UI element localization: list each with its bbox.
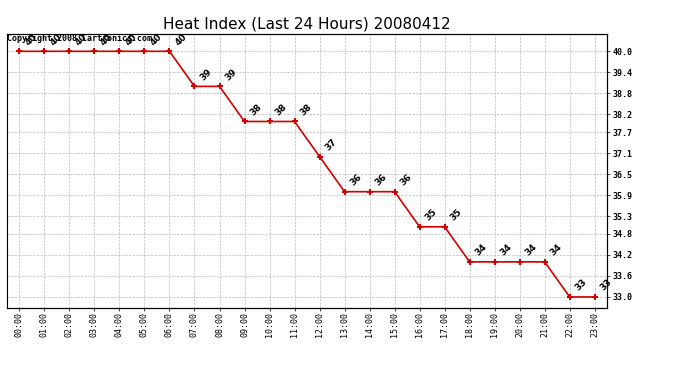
Text: 34: 34 xyxy=(549,242,564,258)
Text: 40: 40 xyxy=(148,32,164,47)
Text: 35: 35 xyxy=(424,207,439,223)
Text: 39: 39 xyxy=(224,67,239,82)
Text: Copyright 2008 Cartronics.com: Copyright 2008 Cartronics.com xyxy=(7,34,152,43)
Text: 39: 39 xyxy=(199,67,214,82)
Text: 40: 40 xyxy=(124,32,139,47)
Text: 36: 36 xyxy=(348,172,364,188)
Text: 35: 35 xyxy=(448,207,464,223)
Text: 34: 34 xyxy=(524,242,539,258)
Text: 37: 37 xyxy=(324,137,339,152)
Text: 40: 40 xyxy=(23,32,39,47)
Text: 36: 36 xyxy=(374,172,389,188)
Text: 38: 38 xyxy=(248,102,264,117)
Text: 38: 38 xyxy=(274,102,289,117)
Text: 40: 40 xyxy=(99,32,114,47)
Text: 38: 38 xyxy=(299,102,314,117)
Text: 40: 40 xyxy=(48,32,63,47)
Text: 36: 36 xyxy=(399,172,414,188)
Text: 40: 40 xyxy=(74,32,89,47)
Text: 34: 34 xyxy=(499,242,514,258)
Title: Heat Index (Last 24 Hours) 20080412: Heat Index (Last 24 Hours) 20080412 xyxy=(164,16,451,31)
Text: 40: 40 xyxy=(174,32,189,47)
Text: 33: 33 xyxy=(574,278,589,293)
Text: 34: 34 xyxy=(474,242,489,258)
Text: 33: 33 xyxy=(599,278,614,293)
